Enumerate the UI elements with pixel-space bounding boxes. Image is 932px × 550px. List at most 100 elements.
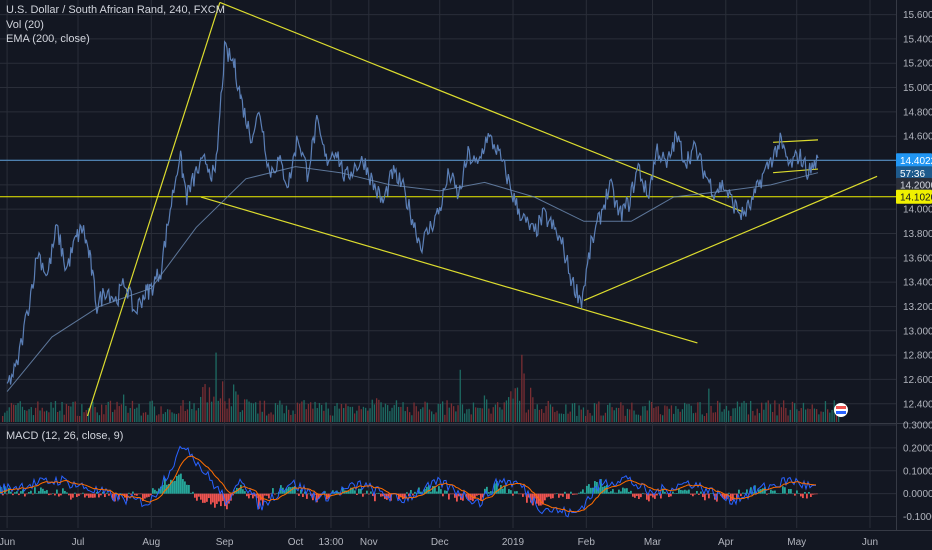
macd-histogram-bar	[698, 493, 700, 495]
macd-histogram-bar	[742, 492, 744, 494]
x-tick-label: Jun	[862, 537, 878, 548]
volume-bar	[503, 402, 505, 422]
macd-histogram-bar	[438, 486, 440, 494]
macd-histogram-bar	[810, 493, 812, 497]
macd-histogram-bar	[432, 486, 434, 494]
macd-histogram-bar	[146, 493, 148, 498]
macd-histogram-bar	[80, 493, 82, 495]
macd-histogram-bar	[572, 493, 574, 495]
macd-histogram-bar	[436, 491, 438, 494]
macd-histogram-bar	[164, 478, 166, 494]
volume-bar	[688, 403, 690, 422]
volume-bar	[142, 412, 145, 422]
volume-bar	[193, 403, 195, 422]
x-tick-label: 13:00	[318, 537, 343, 548]
x-tick-label: Oct	[288, 537, 304, 548]
volume-bar	[351, 406, 354, 422]
volume-bar	[767, 400, 769, 422]
macd-histogram-bar	[60, 493, 62, 496]
volume-bar	[765, 402, 767, 422]
macd-histogram-bar	[584, 492, 586, 494]
macd-histogram-bar	[812, 493, 814, 495]
macd-histogram-bar	[108, 493, 110, 496]
x-tick-label: Feb	[578, 537, 596, 548]
volume-bar	[475, 407, 477, 422]
volume-bar	[613, 410, 615, 422]
volume-bar	[398, 406, 400, 422]
price-tag	[896, 189, 932, 204]
volume-bar	[248, 401, 250, 422]
macd-pane	[0, 445, 818, 518]
macd-histogram-bar	[568, 493, 570, 499]
volume-bar	[710, 405, 712, 422]
volume-bar	[325, 402, 327, 422]
macd-histogram-bar	[222, 493, 224, 502]
volume-bar	[558, 413, 560, 422]
volume-bar	[706, 413, 708, 422]
volume-legend[interactable]: Vol (20)	[6, 19, 44, 31]
volume-bar	[538, 409, 541, 422]
volume-bar	[213, 396, 215, 422]
volume-bar	[340, 403, 343, 422]
volume-bar	[439, 403, 442, 422]
volume-bar	[136, 407, 138, 422]
volume-bar	[107, 401, 109, 422]
volume-bar	[501, 409, 503, 422]
macd-histogram-bar	[56, 489, 58, 494]
macd-histogram-bar	[200, 493, 202, 500]
macd-histogram-bar	[274, 493, 276, 495]
macd-legend[interactable]: MACD (12, 26, close, 9)	[6, 430, 124, 442]
trendlines	[86, 1, 878, 417]
volume-bar	[259, 400, 261, 422]
volume-bar	[813, 408, 816, 422]
macd-histogram-bar	[496, 480, 498, 494]
volume-bar	[182, 400, 184, 422]
macd-histogram-bar	[644, 493, 646, 495]
ema-legend[interactable]: EMA (200, close)	[6, 33, 90, 45]
volume-bar	[728, 410, 730, 422]
volume-bar	[279, 400, 281, 422]
volume-bar	[32, 415, 35, 422]
macd-histogram-bar	[620, 491, 622, 494]
macd-histogram-bar	[648, 493, 650, 502]
macd-histogram-bar	[106, 492, 108, 494]
volume-bar	[356, 410, 358, 422]
macd-histogram-bar	[718, 493, 720, 494]
flag-icon[interactable]	[834, 403, 848, 417]
volume-bar	[666, 406, 668, 422]
macd-histogram-bar	[406, 492, 408, 494]
macd-histogram-bar	[246, 493, 248, 497]
macd-histogram-bar	[170, 479, 172, 494]
macd-histogram-bar	[32, 493, 34, 495]
volume-bar	[59, 410, 61, 422]
volume-bar	[580, 409, 582, 422]
macd-histogram-bar	[162, 484, 164, 494]
macd-histogram-bar	[646, 493, 648, 500]
macd-histogram-bar	[784, 487, 786, 494]
macd-histogram-bar	[342, 487, 344, 494]
volume-bar	[761, 402, 763, 422]
trendline	[86, 2, 221, 417]
macd-histogram-bar	[312, 493, 314, 501]
volume-bar	[747, 414, 750, 422]
volume-bar	[827, 409, 829, 422]
time-axis[interactable]: Jun Jul Aug Sep Oct 13:00 Nov Dec 2019 Feb Mar Apr M…	[0, 537, 878, 548]
price-tag-label: 57:36	[900, 169, 925, 180]
volume-bar	[578, 405, 580, 422]
volume-bar	[607, 404, 609, 422]
volume-bar	[43, 411, 46, 422]
macd-histogram-bar	[408, 493, 410, 497]
macd-histogram-bar	[180, 473, 182, 494]
volume-bar	[345, 403, 347, 422]
symbol-legend[interactable]: U.S. Dollar / South African Rand, 240, F…	[6, 4, 225, 16]
macd-histogram-bar	[510, 490, 512, 494]
volume-bar	[252, 403, 255, 422]
volume-bar	[701, 414, 703, 422]
macd-histogram-bar	[682, 490, 684, 494]
macd-histogram-bar	[700, 491, 702, 494]
volume-bar	[373, 404, 376, 422]
volume-bar	[675, 406, 677, 422]
